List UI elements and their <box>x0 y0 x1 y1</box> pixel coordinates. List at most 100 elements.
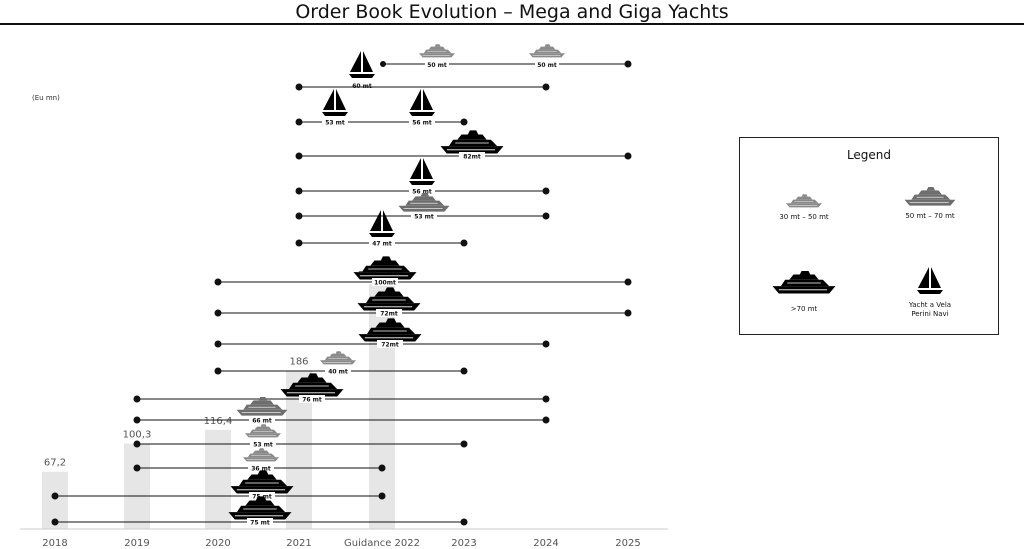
x-tick-label: 2021 <box>286 538 311 549</box>
timeline-end-dot <box>542 212 550 220</box>
title-underline <box>0 23 1024 25</box>
legend-item-large: >70 mt <box>754 270 854 314</box>
bar-2020 <box>205 429 231 529</box>
yacht-length-label: 66 mt <box>252 418 272 425</box>
timeline-start-dot <box>295 118 303 126</box>
timeline-row: 56 mt <box>295 158 550 196</box>
timeline-start-dot <box>214 340 222 348</box>
timeline-row: 75 mt <box>51 496 468 527</box>
timeline-start-dot <box>51 518 59 526</box>
timeline-row: 100mt <box>214 256 632 287</box>
large-yacht-icon <box>440 130 504 154</box>
timeline-start-dot <box>295 83 303 91</box>
bar-value-label: 116,4 <box>204 416 233 427</box>
timeline-start-dot <box>295 212 303 220</box>
large-yacht-icon <box>353 256 417 280</box>
yacht-length-label: 75 mt <box>250 520 270 527</box>
large-yacht-icon <box>228 496 292 520</box>
small-yacht-icon <box>786 194 822 208</box>
legend-sail-glyph <box>917 267 943 294</box>
timeline-end-dot <box>542 416 550 424</box>
legend-title: Legend <box>846 148 892 162</box>
timeline-end-dot <box>460 367 468 375</box>
yacht-length-label: 76 mt <box>302 397 322 404</box>
x-tick-label: 2024 <box>533 538 558 549</box>
medium-yacht-icon <box>398 192 450 212</box>
legend-item-sail: Yacht a Vela Perini Navi <box>880 263 980 319</box>
timeline-start-dot <box>295 187 303 195</box>
timeline-row <box>295 83 550 91</box>
large-yacht-icon <box>357 287 421 311</box>
yacht-length-label: 100mt <box>374 280 396 287</box>
timeline-end-dot <box>624 152 632 160</box>
small-yacht-icon <box>245 424 281 438</box>
timeline-row: 82mt <box>295 130 632 161</box>
x-tick-label: 2025 <box>615 538 640 549</box>
timeline-end-dot <box>624 278 632 286</box>
large-yacht-icon <box>280 373 344 397</box>
timeline-end-dot <box>542 187 550 195</box>
timeline-start-dot <box>133 464 141 472</box>
timeline-row: 72mt <box>214 287 632 318</box>
timeline-start-dot <box>295 152 303 160</box>
large-yacht-icon <box>772 270 836 294</box>
timeline-end-dot <box>542 395 550 403</box>
x-tick-label: 2019 <box>124 538 149 549</box>
yacht-length-label: 72mt <box>380 311 398 318</box>
timeline-start-dot <box>214 278 222 286</box>
legend-label-sail-1: Yacht a Vela <box>908 301 952 309</box>
timeline-start-dot <box>214 309 222 317</box>
bar-2019 <box>124 443 150 529</box>
sailboat-icon <box>349 51 375 78</box>
yacht-length-label: 56 mt <box>412 189 432 196</box>
legend-label-large: >70 mt <box>790 305 818 313</box>
timeline-row: 72mt <box>214 318 550 349</box>
yacht-length-label: 50 mt <box>537 62 557 69</box>
medium-yacht-icon <box>236 396 288 416</box>
timeline-row: 36 mt <box>133 448 386 473</box>
yacht-length-label: 40 mt <box>328 369 348 376</box>
timeline-end-dot <box>460 518 468 526</box>
small-yacht-icon <box>243 448 279 462</box>
small-yacht-icon <box>419 44 455 58</box>
bar-value-label: 100,3 <box>123 430 152 441</box>
timeline-end-dot <box>624 60 632 68</box>
legend-label-medium: 50 mt – 70 mt <box>905 212 955 220</box>
sailboat-icon <box>369 210 395 237</box>
x-tick-label: 2023 <box>451 538 476 549</box>
timeline-row: 66 mt <box>133 396 550 425</box>
yacht-length-label: 82mt <box>463 154 481 161</box>
legend-item-small: 30 mt – 50 mt <box>754 193 854 222</box>
timeline-end-dot <box>460 118 468 126</box>
yacht-length-label: 56 mt <box>412 120 432 127</box>
unit-label: (Eu mn) <box>32 94 60 102</box>
yacht-length-label: 53 mt <box>253 442 273 449</box>
timeline-end-dot <box>460 239 468 247</box>
timeline-row: 40 mt <box>214 351 468 376</box>
x-tick-label: 2020 <box>205 538 230 549</box>
legend-large-glyph <box>772 270 836 294</box>
timeline-end-dot <box>542 340 550 348</box>
legend-small-glyph <box>786 194 822 208</box>
legend-item-medium: 50 mt – 70 mt <box>880 186 980 221</box>
timeline-end-dot <box>378 492 386 500</box>
timeline-row: 76 mt <box>133 373 550 404</box>
bar-value-label: 67,2 <box>44 458 66 469</box>
timeline-start-dot <box>51 492 59 500</box>
yacht-length-label: 72mt <box>381 342 399 349</box>
large-yacht-icon <box>230 470 294 494</box>
timeline-row: 53 mt <box>133 424 468 449</box>
timeline-row: 53 mt 56 mt <box>295 89 468 127</box>
timeline-end-dot <box>542 83 550 91</box>
large-yacht-icon <box>358 318 422 342</box>
timeline-start-dot <box>214 367 222 375</box>
sailboat-icon <box>917 267 943 294</box>
yacht-length-label: 53 mt <box>414 214 434 221</box>
sailboat-icon <box>322 89 348 116</box>
legend-label-small: 30 mt – 50 mt <box>779 213 829 221</box>
timeline-end-dot <box>378 464 386 472</box>
timeline-start-dot <box>295 239 303 247</box>
yacht-length-label: 47 mt <box>372 241 392 248</box>
chart-title: Order Book Evolution – Mega and Giga Yac… <box>295 1 729 23</box>
